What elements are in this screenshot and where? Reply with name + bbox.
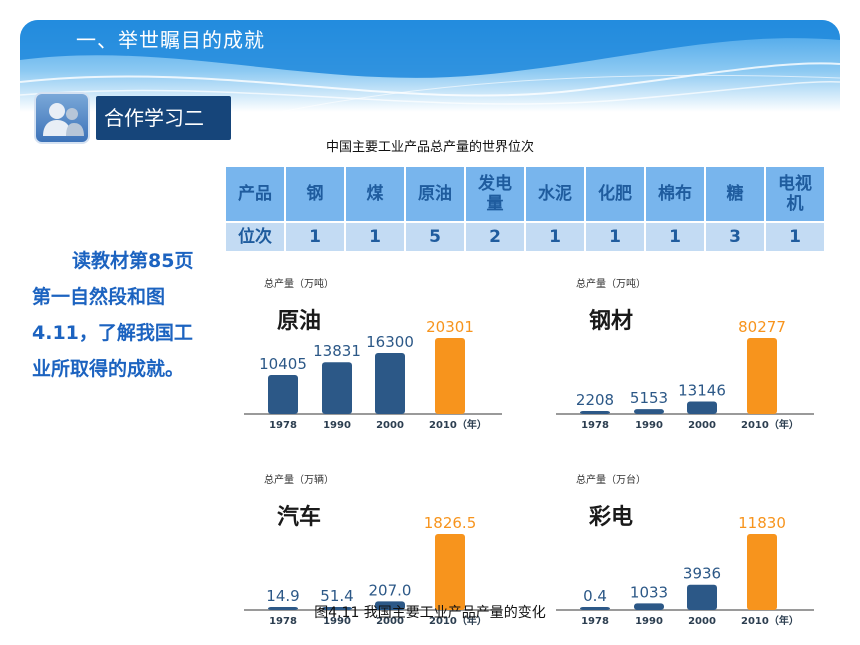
rank-cell: 5: [404, 221, 466, 253]
chart-ylabel: 总产量（万辆）: [264, 473, 334, 486]
rank-cell: 1: [764, 221, 826, 253]
rank-cell: 1: [284, 221, 346, 253]
x-tick-label: 2010（年）: [741, 614, 799, 627]
chart-automobile: 总产量（万辆） 汽车 14.9 1978 51.4 1990 207.0 2000 1826.5…: [244, 468, 506, 632]
x-tick-label: 1990: [635, 616, 663, 627]
bar-value-label: 80277: [738, 318, 786, 336]
bar: [580, 411, 610, 414]
x-tick-label: 1990: [635, 420, 663, 431]
bar: [375, 601, 405, 610]
bar: [634, 409, 664, 414]
bar-value-label: 0.4: [583, 587, 607, 605]
figure-caption: 图4.11 我国主要工业产品产量的变化: [314, 605, 546, 621]
bar: [634, 603, 664, 610]
x-tick-label: 1978: [581, 420, 609, 431]
bar-value-label: 207.0: [369, 581, 412, 599]
bar-value-label: 14.9: [266, 587, 299, 605]
bar: [687, 584, 717, 610]
rank-table-value-row: 位次 1 1 5 2 1 1 1 3 1: [224, 221, 826, 253]
x-tick-label: 2010（年）: [741, 418, 799, 431]
x-tick-label: 1978: [269, 616, 297, 627]
product-cell: 煤: [344, 165, 406, 223]
reading-instruction: 读教材第85页 第一自然段和图 4.11，了解我国工 业所取得的成就。: [32, 243, 214, 387]
chart-svg: 总产量（万吨） 钢材 2208 1978 5153 1990 13146 2000 80277 2…: [556, 277, 814, 431]
rank-table-header-row: 产品 钢 煤 原油 发电量 水泥 化肥 棉布 糖 电视机: [224, 165, 826, 223]
product-cell: 糖: [704, 165, 766, 223]
chart-svg: 总产量（万辆） 汽车 14.9 1978 51.4 1990 207.0 2000 1826.5…: [244, 473, 502, 627]
chart-steel: 总产量（万吨） 钢材 2208 1978 5153 1990 13146 2000 80277 2…: [556, 272, 818, 436]
rank-cell: 3: [704, 221, 766, 253]
bar-value-label: 2208: [576, 391, 614, 409]
bar: [322, 362, 352, 414]
chart-svg: 总产量（万吨） 原油 10405 1978 13831 1990 16300 2000 2030…: [244, 277, 502, 431]
chart-title: 彩电: [588, 505, 633, 530]
chart-crude-oil: 总产量（万吨） 原油 10405 1978 13831 1990 16300 2000 2030…: [244, 272, 506, 436]
x-tick-label: 1990: [323, 420, 351, 431]
product-cell: 化肥: [584, 165, 646, 223]
section-title: 一、举世瞩目的成就: [76, 28, 265, 52]
instruction-line: 第一自然段和图: [32, 286, 166, 308]
x-tick-label: 1978: [581, 616, 609, 627]
x-tick-label: 2000: [376, 420, 404, 431]
x-tick-label: 2000: [688, 420, 716, 431]
rank-table: 产品 钢 煤 原油 发电量 水泥 化肥 棉布 糖 电视机 位次 1 1 5 2 …: [224, 165, 826, 253]
product-cell: 电视机: [764, 165, 826, 223]
product-cell: 钢: [284, 165, 346, 223]
bar: [268, 607, 298, 610]
bar-value-label: 3936: [683, 565, 721, 583]
coop-study-badge: 合作学习二: [34, 92, 231, 144]
chart-color-tv: 总产量（万台） 彩电 0.4 1978 1033 1990 3936 2000 11830 201…: [556, 468, 818, 632]
chart-title: 原油: [277, 309, 321, 334]
bar: [268, 375, 298, 414]
bar: [580, 607, 610, 610]
rank-cell: 1: [344, 221, 406, 253]
product-cell: 水泥: [524, 165, 586, 223]
x-tick-label: 2000: [688, 616, 716, 627]
bar-value-label: 13831: [313, 342, 361, 360]
instruction-line: 业所取得的成就。: [32, 358, 185, 380]
product-cell: 原油: [404, 165, 466, 223]
bar-value-label: 16300: [366, 333, 414, 351]
bar-value-label: 1826.5: [424, 514, 477, 532]
bar: [435, 338, 465, 414]
rank-cell: 1: [524, 221, 586, 253]
instruction-line: 4.11，了解我国工: [32, 322, 193, 344]
bar-value-label: 11830: [738, 514, 786, 532]
row-label-product: 产品: [224, 165, 286, 223]
row-label-rank: 位次: [224, 221, 286, 253]
coop-label-bar: [96, 96, 231, 140]
rank-cell: 2: [464, 221, 526, 253]
instruction-line: 读教材第85页: [72, 250, 194, 272]
bar-value-label: 1033: [630, 583, 668, 601]
chart-title: 汽车: [277, 504, 321, 530]
x-tick-label: 2000: [376, 616, 404, 627]
rank-cell: 1: [644, 221, 706, 253]
bar: [322, 607, 352, 610]
bar-value-label: 5153: [630, 389, 668, 407]
bar-value-label: 51.4: [320, 587, 353, 605]
bar: [687, 401, 717, 414]
product-cell: 发电量: [464, 165, 526, 223]
product-cell: 棉布: [644, 165, 706, 223]
rank-cell: 1: [584, 221, 646, 253]
bar-value-label: 13146: [678, 382, 726, 400]
bar: [435, 534, 465, 610]
chart-ylabel: 总产量（万吨）: [576, 277, 646, 290]
x-tick-label: 2010（年）: [429, 418, 487, 431]
x-tick-label: 1978: [269, 420, 297, 431]
bar: [747, 534, 777, 610]
chart-title: 钢材: [589, 308, 633, 334]
rank-table-title: 中国主要工业产品总产量的世界位次: [325, 140, 534, 155]
bar: [375, 352, 405, 414]
bar-value-label: 20301: [426, 318, 474, 336]
chart-svg: 总产量（万台） 彩电 0.4 1978 1033 1990 3936 2000 11830 201…: [556, 473, 814, 627]
chart-ylabel: 总产量（万吨）: [264, 277, 334, 290]
x-tick-label: 2010（年）: [429, 614, 487, 627]
coop-label: 合作学习二: [104, 106, 204, 130]
bar-value-label: 10405: [259, 355, 307, 373]
bar: [747, 338, 777, 414]
chart-ylabel: 总产量（万台）: [576, 473, 646, 486]
people-icon: [34, 92, 90, 144]
x-tick-label: 1990: [323, 616, 351, 627]
